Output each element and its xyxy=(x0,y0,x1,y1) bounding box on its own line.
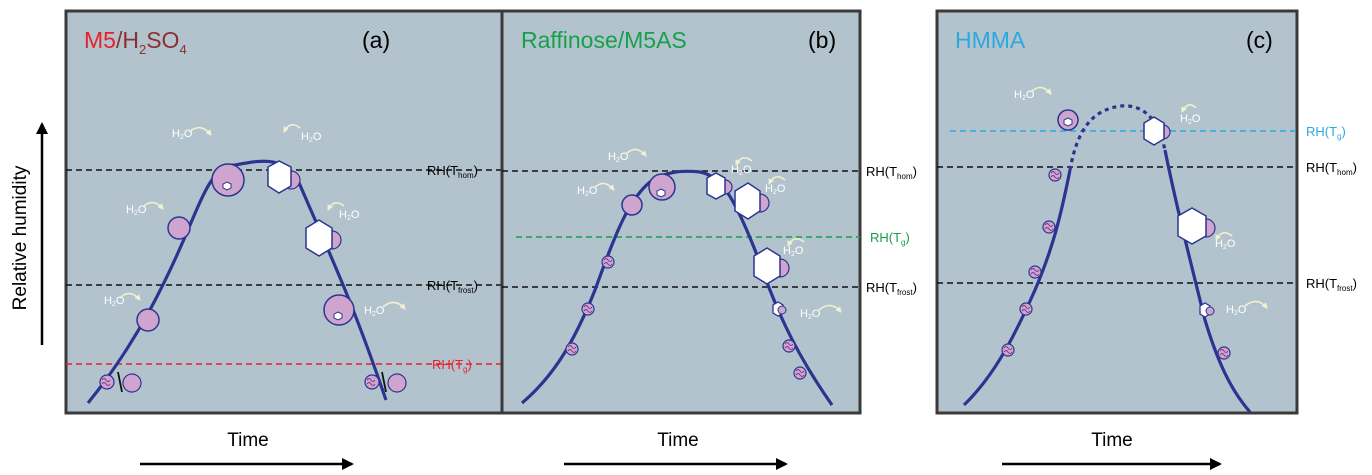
water-arrow xyxy=(188,126,212,136)
particle-glassy xyxy=(1028,265,1042,279)
ice-crystal xyxy=(1143,116,1171,146)
ice-crystal xyxy=(305,219,342,257)
trajectory-c-dotted xyxy=(1068,104,1167,171)
water-arrow xyxy=(818,304,842,313)
droplet xyxy=(136,308,160,332)
water-arrow xyxy=(1244,300,1268,309)
y-axis-label: Relative humidity xyxy=(10,165,31,310)
droplet xyxy=(167,216,191,240)
panel-c-title: HMMA xyxy=(955,27,1026,53)
panel-a-title: M5/H2SO4 xyxy=(84,27,187,57)
ice-crystal xyxy=(1177,207,1216,245)
water-label: H2O xyxy=(1014,89,1035,102)
water-label: H2O xyxy=(1215,238,1236,251)
label-rh-hom-a: RH(Thom) xyxy=(427,163,478,180)
particle-small xyxy=(1205,306,1215,316)
water-arrow xyxy=(283,124,301,133)
slash xyxy=(117,371,123,393)
water-arrow xyxy=(593,182,615,191)
particle-glassy xyxy=(1019,302,1033,316)
particle-small xyxy=(777,305,787,315)
water-arrow xyxy=(327,202,345,211)
droplet-with-ice xyxy=(648,173,676,201)
slash xyxy=(381,371,387,393)
droplet-with-ice xyxy=(211,163,245,197)
x-axis-label-a: Time xyxy=(227,430,269,451)
water-label: H2O xyxy=(577,185,598,198)
water-arrow xyxy=(1215,232,1233,241)
water-arrow xyxy=(382,301,406,310)
water-label: H2O xyxy=(172,128,193,141)
label-rh-frost-c: RH(Tfrost) xyxy=(1306,276,1357,293)
x-axis-label-c: Time xyxy=(1091,430,1133,451)
x-axis-label-b: Time xyxy=(657,430,699,451)
water-arrow xyxy=(625,148,647,157)
panel-b-background xyxy=(500,9,862,415)
y-axis: Relative humidity xyxy=(10,122,48,345)
water-arrow xyxy=(1181,104,1197,113)
water-label: H2O xyxy=(364,305,385,318)
particle-glassy xyxy=(565,342,579,356)
particle-glassy xyxy=(1042,220,1056,234)
panel-b-title: Raffinose/M5AS xyxy=(521,27,687,53)
water-label: H2O xyxy=(608,151,629,164)
water-label: H2O xyxy=(800,308,821,321)
droplet-with-ice xyxy=(323,294,355,326)
panel-b-letter: (b) xyxy=(808,27,836,53)
panel-c-letter: (c) xyxy=(1246,27,1273,53)
water-label: H2O xyxy=(731,164,752,177)
label-rh-g-b: RH(Tg) xyxy=(870,230,910,247)
water-arrow xyxy=(787,238,805,247)
particle-liquid xyxy=(122,373,142,393)
water-label: H2O xyxy=(783,245,804,258)
water-arrow xyxy=(768,176,786,185)
trajectory-c-rising xyxy=(962,169,1072,407)
particle-glassy xyxy=(1217,346,1231,360)
panel-a-letter: (a) xyxy=(362,27,390,53)
label-rh-frost-a: RH(Tfrost) xyxy=(427,278,478,295)
water-arrow xyxy=(1030,86,1052,95)
ice-nucleus xyxy=(1063,117,1073,127)
water-label: H2O xyxy=(301,131,322,144)
particle-glassy xyxy=(1048,168,1062,182)
panel-b: Raffinose/M5AS (b) RH(Thom) RH(Tg) RH(Tf… xyxy=(500,9,917,470)
particle-liquid xyxy=(387,373,407,393)
water-label: H2O xyxy=(339,209,360,222)
water-arrow xyxy=(735,157,753,166)
ice-crystal xyxy=(753,247,790,285)
ice-nucleus xyxy=(656,188,666,198)
water-label: H2O xyxy=(765,183,786,196)
particle-glassy xyxy=(1001,343,1015,357)
label-rh-hom-c: RH(Thom) xyxy=(1306,160,1357,177)
water-label: H2O xyxy=(1226,304,1247,317)
water-label: H2O xyxy=(104,295,125,308)
water-arrow xyxy=(142,201,164,210)
panel-a: M5/H2SO4 (a) RH(Thom) RH(Tfrost) RH(Tg) … xyxy=(64,9,504,470)
particle-glassy xyxy=(581,302,595,316)
particle-glassy xyxy=(364,374,380,390)
label-rh-frost-b: RH(Tfrost) xyxy=(866,280,917,297)
ice-crystal xyxy=(706,172,733,200)
particle-glassy xyxy=(99,374,115,390)
panel-c: HMMA (c) RH(Tg) RH(Thom) RH(Tfrost) H2O … xyxy=(935,9,1357,470)
ice-crystal xyxy=(734,182,770,220)
water-arrow xyxy=(119,292,141,301)
particle-glassy xyxy=(601,255,615,269)
ice-crystal xyxy=(267,160,301,194)
particle-glassy xyxy=(793,366,807,380)
particle-glassy xyxy=(782,339,796,353)
droplet xyxy=(621,194,643,216)
water-label: H2O xyxy=(1180,113,1201,126)
ice-nucleus xyxy=(222,181,232,191)
panel-c-background xyxy=(935,9,1299,415)
water-label: H2O xyxy=(126,204,147,217)
ice-nucleus xyxy=(333,311,343,321)
label-rh-hom-b: RH(Thom) xyxy=(866,164,917,181)
label-rh-g-c: RH(Tg) xyxy=(1306,124,1346,141)
panel-a-background xyxy=(64,9,504,415)
label-rh-g-a: RH(Tg) xyxy=(432,357,472,374)
